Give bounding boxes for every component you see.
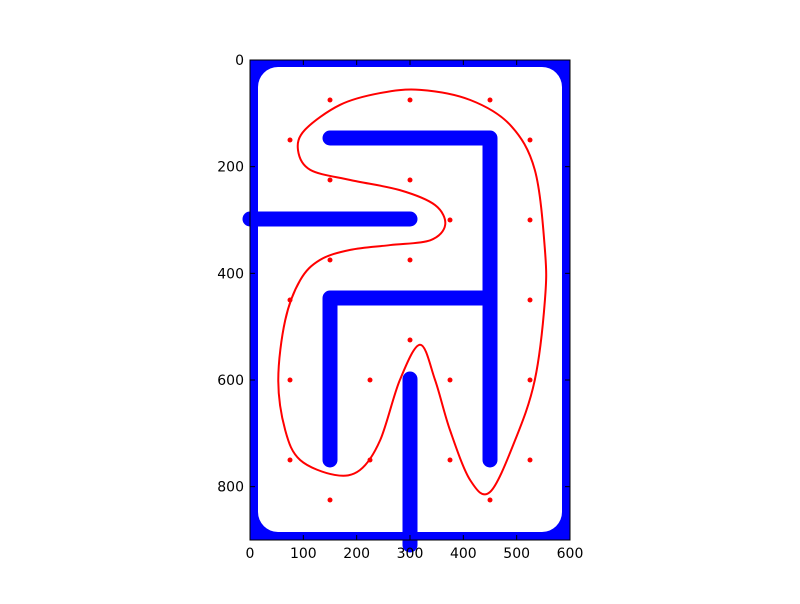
point xyxy=(527,377,533,383)
point xyxy=(367,457,373,463)
point xyxy=(327,257,333,263)
x-tick-label: 400 xyxy=(450,546,477,562)
x-tick-label: 200 xyxy=(343,546,370,562)
x-tick-label: 300 xyxy=(397,546,424,562)
point xyxy=(287,297,293,303)
point xyxy=(487,497,493,503)
x-tick-label: 0 xyxy=(246,546,255,562)
x-tick-label: 500 xyxy=(503,546,530,562)
y-tick-label: 600 xyxy=(217,373,244,389)
point xyxy=(367,377,373,383)
curve xyxy=(277,88,548,496)
wall xyxy=(322,130,498,468)
point xyxy=(327,177,333,183)
track-walls xyxy=(242,130,498,553)
point xyxy=(447,217,453,223)
point xyxy=(407,177,413,183)
point xyxy=(287,457,293,463)
point xyxy=(447,377,453,383)
point xyxy=(527,457,533,463)
point xyxy=(287,137,293,143)
point xyxy=(327,497,333,503)
track-image xyxy=(242,60,570,553)
point xyxy=(487,97,493,103)
y-tick-label: 800 xyxy=(217,480,244,496)
x-tick-label: 600 xyxy=(557,546,584,562)
y-tick-label: 200 xyxy=(217,160,244,176)
point xyxy=(327,97,333,103)
point xyxy=(527,217,533,223)
y-tick-label: 400 xyxy=(217,266,244,282)
y-tick-label: 0 xyxy=(235,53,244,69)
point xyxy=(407,257,413,263)
point xyxy=(287,377,293,383)
point xyxy=(407,337,413,343)
x-tick-label: 100 xyxy=(290,546,317,562)
point xyxy=(407,97,413,103)
point xyxy=(527,297,533,303)
wall xyxy=(322,290,498,468)
point xyxy=(527,137,533,143)
point xyxy=(447,457,453,463)
